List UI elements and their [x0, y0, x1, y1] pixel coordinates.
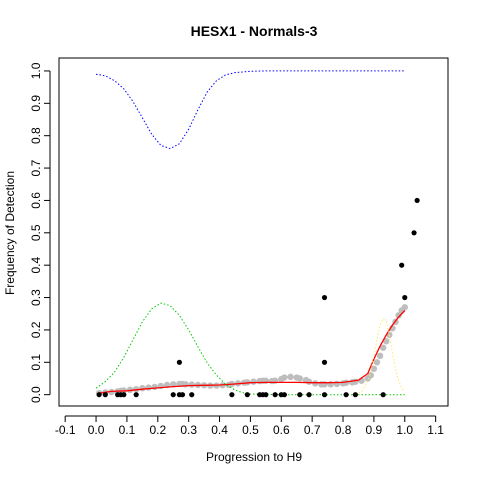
observed-point: [170, 392, 176, 398]
observed-point: [321, 294, 328, 301]
y-tick-label: 0.4: [29, 257, 43, 274]
series-line-1: [99, 310, 406, 394]
y-axis-label: Frequency of Detection: [3, 171, 17, 295]
y-tick-label: 0.8: [29, 127, 43, 144]
observed-point: [281, 392, 287, 398]
series-line-3: [95, 302, 405, 396]
observed-point: [352, 392, 358, 398]
observed-point: [411, 230, 417, 236]
smoothed-point: [401, 304, 408, 311]
smoothed-point: [305, 378, 313, 385]
x-tick-label: 0.3: [180, 423, 197, 437]
x-tick-label: -0.1: [55, 423, 76, 437]
observed-point: [121, 392, 127, 398]
observed-point: [189, 392, 195, 398]
smoothed-point: [281, 374, 288, 381]
plot-frame: [58, 57, 449, 407]
smoothed-point: [126, 386, 134, 394]
plot-layer: [95, 70, 420, 398]
x-tick-label: 0.2: [149, 423, 166, 437]
observed-point: [272, 392, 278, 398]
x-axis-label: Progression to H9: [206, 450, 302, 464]
smoothed-point: [376, 352, 384, 360]
y-tick-label: 0.1: [29, 354, 43, 371]
y-tick-label: 1.0: [29, 62, 43, 79]
observed-point: [133, 392, 139, 398]
smoothed-point: [370, 365, 378, 372]
y-tick-label: 0.6: [29, 192, 43, 209]
x-tick-label: 0.9: [366, 423, 383, 437]
observed-point: [321, 359, 328, 365]
smoothed-point: [395, 312, 402, 319]
observed-point: [102, 392, 108, 398]
x-tick-label: 1.0: [396, 423, 413, 437]
observed-point: [306, 392, 312, 398]
smoothed-point: [373, 359, 381, 366]
x-tick-label: 0.8: [335, 423, 352, 437]
smoothed-point: [287, 373, 294, 381]
smoothed-point: [333, 380, 341, 388]
observed-point: [176, 359, 183, 365]
smoothed-point: [296, 375, 304, 382]
observed-point: [179, 392, 186, 398]
y-tick-label: 0.0: [29, 386, 43, 403]
smoothed-point: [379, 344, 387, 351]
smoothed-point: [108, 388, 115, 396]
observed-point: [399, 262, 405, 268]
y-tick-label: 0.5: [29, 224, 43, 241]
y-tick-label: 0.9: [29, 95, 43, 112]
observed-point: [263, 392, 269, 398]
x-tick-label: 0.1: [119, 423, 136, 437]
x-tick-label: 0.6: [273, 423, 290, 437]
smoothed-point: [383, 338, 390, 345]
smoothed-point: [151, 383, 158, 391]
x-tick-label: 0.4: [211, 423, 228, 437]
observed-point: [297, 392, 303, 398]
y-tick-label: 0.3: [29, 289, 43, 306]
y-tick-label: 0.7: [29, 159, 43, 176]
smoothed-point: [250, 378, 257, 385]
chart-title: HESX1 - Normals-3: [191, 23, 318, 39]
x-tick-label: 0.0: [88, 423, 105, 437]
y-tick-label: 0.2: [29, 321, 43, 338]
observed-point: [402, 294, 408, 301]
smoothed-point: [352, 378, 359, 385]
smoothed-point: [139, 384, 146, 392]
x-tick-label: 0.5: [242, 423, 259, 437]
observed-point: [244, 392, 250, 398]
observed-point: [321, 392, 328, 398]
observed-point: [96, 392, 102, 398]
observed-point: [380, 392, 386, 398]
observed-point: [343, 392, 349, 398]
x-tick-label: 0.7: [304, 423, 321, 437]
series-line-4: [355, 317, 406, 396]
smoothed-point: [145, 384, 152, 391]
smoothed-point: [367, 372, 375, 379]
smoothed-point: [188, 381, 195, 388]
series-line-2: [95, 70, 405, 150]
x-tick-label: 1.1: [427, 423, 444, 437]
smoothed-point: [132, 385, 140, 393]
observed-point: [229, 392, 235, 398]
observed-point: [414, 197, 420, 204]
axes-layer: -0.1 0.0 0.1 0.2 0.3 0.4 0.5 0.6 0.7 0.8 0.9 1.0 1.1…: [29, 62, 444, 437]
